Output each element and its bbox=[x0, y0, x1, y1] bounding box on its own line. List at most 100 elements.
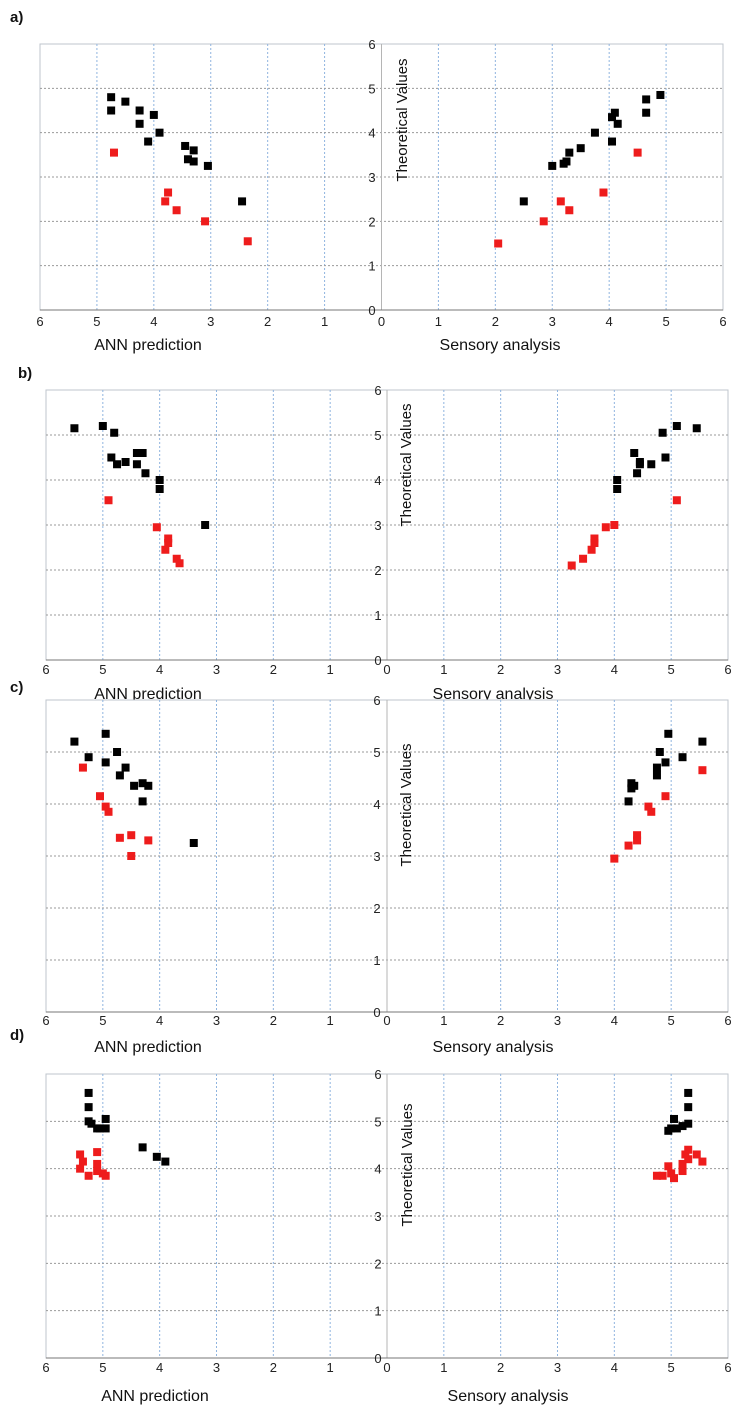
data-point-left-black bbox=[201, 521, 210, 529]
x-tick-label: 3 bbox=[554, 662, 561, 677]
data-point-right-red bbox=[681, 1150, 690, 1159]
data-point-left-black bbox=[101, 1124, 110, 1133]
data-point-left-black bbox=[138, 1143, 147, 1152]
data-point-left-black bbox=[70, 737, 79, 746]
y-tick-label: 1 bbox=[368, 259, 375, 274]
y-tick-label: 5 bbox=[374, 1114, 381, 1129]
x-tick-label: 4 bbox=[156, 1360, 163, 1375]
data-point-right-red bbox=[698, 1157, 707, 1166]
x-tick-label: 3 bbox=[213, 1013, 220, 1028]
data-point-right-black bbox=[590, 128, 599, 137]
data-point-right-red bbox=[692, 1150, 701, 1159]
data-point-right-black bbox=[684, 1119, 693, 1128]
data-point-right-red bbox=[633, 836, 642, 845]
data-point-right-red bbox=[678, 1167, 687, 1176]
data-point-right-black bbox=[642, 95, 651, 104]
data-point-right-black bbox=[698, 737, 707, 746]
x-tick-label: 2 bbox=[492, 314, 499, 329]
data-point-right-red bbox=[633, 148, 642, 157]
data-point-right-red bbox=[567, 561, 576, 570]
data-point-right-black bbox=[678, 1122, 687, 1131]
data-point-left-black bbox=[101, 729, 110, 738]
x-tick-label: 5 bbox=[668, 1360, 675, 1375]
data-point-left-red bbox=[172, 206, 181, 215]
data-point-left-black bbox=[155, 128, 164, 137]
data-point-right-black bbox=[655, 748, 664, 756]
x-tick-label: 6 bbox=[724, 1013, 731, 1028]
x-tick-label: 4 bbox=[156, 1013, 163, 1028]
x-tick-label: 3 bbox=[207, 314, 214, 329]
x-tick-label: 1 bbox=[327, 662, 334, 677]
x-tick-label: 1 bbox=[327, 1013, 334, 1028]
data-point-left-red bbox=[104, 807, 113, 816]
x-tick-label: 6 bbox=[719, 314, 726, 329]
x-tick-label: 3 bbox=[213, 1360, 220, 1375]
x-tick-label: 3 bbox=[554, 1013, 561, 1028]
y-tick-label: 3 bbox=[373, 849, 380, 864]
data-point-right-black bbox=[608, 113, 617, 122]
data-point-left-black bbox=[110, 428, 119, 437]
data-point-left-black bbox=[107, 106, 116, 115]
data-point-left-red bbox=[175, 559, 184, 568]
data-point-right-black bbox=[627, 784, 636, 793]
data-point-right-red bbox=[698, 766, 707, 775]
data-point-left-red bbox=[152, 523, 161, 532]
y-tick-label: 0 bbox=[368, 303, 375, 318]
data-point-left-red bbox=[172, 554, 181, 563]
data-point-left-black bbox=[189, 157, 198, 166]
x-tick-label: 5 bbox=[99, 1013, 106, 1028]
data-point-right-red bbox=[684, 1155, 693, 1164]
data-point-left-black bbox=[183, 155, 192, 164]
y-tick-label: 6 bbox=[374, 383, 381, 398]
x-tick-label: 1 bbox=[440, 1360, 447, 1375]
data-point-left-black bbox=[144, 137, 153, 146]
data-point-right-red bbox=[678, 1159, 687, 1168]
data-point-right-black bbox=[652, 763, 661, 772]
y-axis-title: Theoretical Values bbox=[399, 1103, 416, 1226]
data-point-left-red bbox=[164, 534, 173, 543]
data-point-left-black bbox=[113, 460, 122, 469]
data-point-left-red bbox=[76, 1150, 85, 1159]
data-point-right-red bbox=[494, 239, 503, 248]
data-point-left-black bbox=[152, 1152, 161, 1161]
data-point-left-black bbox=[84, 1103, 93, 1112]
data-point-left-red bbox=[93, 1167, 102, 1176]
x-tick-label: 6 bbox=[724, 1360, 731, 1375]
x-tick-label: 2 bbox=[264, 314, 271, 329]
data-point-left-black bbox=[138, 449, 147, 457]
x-tick-label: 1 bbox=[327, 1360, 334, 1375]
data-point-left-red bbox=[201, 217, 210, 226]
data-point-left-red bbox=[164, 188, 173, 197]
data-point-right-red bbox=[661, 792, 670, 801]
x-tick-label: 1 bbox=[321, 314, 328, 329]
data-point-left-black bbox=[70, 424, 79, 433]
y-tick-label: 4 bbox=[374, 473, 381, 488]
y-tick-label: 6 bbox=[373, 693, 380, 708]
data-point-right-black bbox=[624, 797, 633, 806]
x-axis-title-right: Sensory analysis bbox=[440, 337, 561, 354]
x-tick-label: 0 bbox=[383, 1013, 390, 1028]
data-point-left-red bbox=[78, 1157, 87, 1166]
data-point-left-black bbox=[203, 161, 212, 170]
data-point-right-red bbox=[610, 521, 619, 529]
x-tick-label: 0 bbox=[383, 662, 390, 677]
x-tick-label: 4 bbox=[606, 314, 613, 329]
y-tick-label: 3 bbox=[374, 518, 381, 533]
y-tick-label: 0 bbox=[374, 1351, 381, 1366]
y-tick-label: 4 bbox=[374, 1162, 381, 1177]
x-tick-label: 2 bbox=[497, 662, 504, 677]
data-point-right-red bbox=[658, 1171, 667, 1180]
x-tick-label: 0 bbox=[383, 1360, 390, 1375]
panel-label: d) bbox=[10, 1027, 24, 1044]
x-tick-label: 0 bbox=[378, 314, 385, 329]
data-point-right-red bbox=[579, 554, 588, 563]
y-tick-label: 6 bbox=[374, 1067, 381, 1082]
panel-label: a) bbox=[10, 9, 23, 26]
x-tick-label: 4 bbox=[150, 314, 157, 329]
data-point-left-black bbox=[84, 753, 93, 762]
data-point-right-black bbox=[692, 424, 701, 433]
data-point-right-black bbox=[658, 428, 667, 437]
data-point-right-red bbox=[624, 841, 633, 850]
data-point-left-black bbox=[144, 781, 153, 790]
